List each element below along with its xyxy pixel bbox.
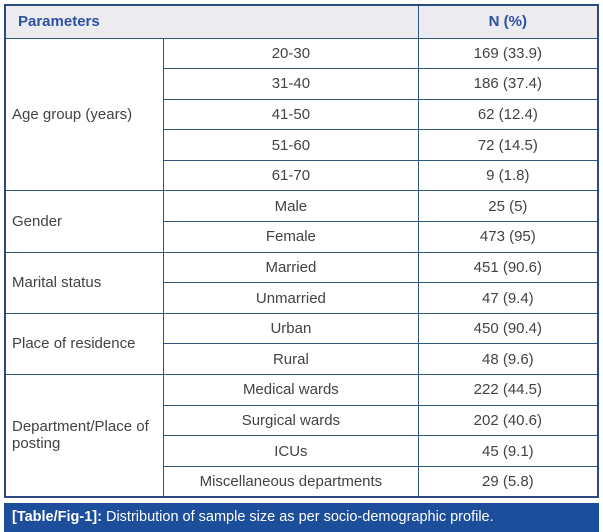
caption-tag: [Table/Fig-1]:: [12, 508, 106, 525]
table-row: Unmarried 47 (9.4): [5, 282, 599, 314]
table-row: Gender Male 25 (5): [4, 190, 599, 253]
category-cell: 51-60: [163, 129, 419, 161]
category-cell: Married: [163, 251, 419, 284]
table-caption: [Table/Fig-1]: Distribution of sample si…: [4, 502, 599, 532]
table-row: Female 473 (95): [5, 221, 599, 253]
category-cell: Surgical wards: [163, 404, 419, 437]
value-cell: 45 (9.1): [417, 435, 599, 467]
category-cell: Medical wards: [163, 374, 419, 406]
table-row: 41-50 62 (12.4): [5, 98, 599, 131]
parameter-group-cell: Age group (years): [4, 37, 165, 192]
header-row: Parameters N (%): [4, 4, 599, 39]
value-cell: 169 (33.9): [417, 37, 599, 70]
category-cell: 41-50: [163, 98, 419, 131]
parameter-group-cell: Gender: [4, 190, 165, 253]
category-cell: Female: [163, 221, 419, 253]
socio-demographic-table: Parameters N (%) Age group (years) 20-30 1…: [4, 4, 599, 498]
value-cell: 25 (5): [417, 190, 599, 223]
value-cell: 450 (90.4): [417, 312, 599, 345]
value-cell: 72 (14.5): [417, 129, 599, 161]
value-cell: 202 (40.6): [417, 404, 599, 437]
table-row: Age group (years) 20-30 169 (33.9): [4, 37, 599, 192]
table-row: Surgical wards 202 (40.6): [5, 404, 599, 437]
category-cell: ICUs: [163, 435, 419, 467]
parameter-group-cell: Marital status: [4, 251, 165, 314]
value-cell: 9 (1.8): [417, 159, 599, 192]
category-cell: Rural: [163, 343, 419, 376]
table-row: Miscellaneous departments 29 (5.8): [5, 465, 599, 498]
value-cell: 222 (44.5): [417, 374, 599, 406]
table-row: Department/Place of posting Medical wards…: [4, 374, 599, 498]
value-cell: 62 (12.4): [417, 98, 599, 131]
category-cell: 31-40: [163, 68, 419, 100]
value-cell: 186 (37.4): [417, 68, 599, 100]
table-body: Age group (years) 20-30 169 (33.9) 31-40 186…: [4, 37, 599, 498]
category-cell: Urban: [163, 312, 419, 345]
parameter-group-cell: Department/Place of posting: [4, 374, 165, 498]
table-row: Marital status Married 451 (90.6): [4, 251, 599, 314]
category-cell: Unmarried: [163, 282, 419, 314]
table-header: Parameters N (%): [4, 4, 599, 39]
parameter-group-cell: Place of residence: [4, 312, 165, 376]
category-cell: 20-30: [163, 37, 419, 70]
table-row: 31-40 186 (37.4): [5, 68, 599, 100]
value-cell: 451 (90.6): [417, 251, 599, 284]
category-cell: 61-70: [163, 159, 419, 192]
category-cell: Miscellaneous departments: [163, 465, 419, 498]
value-cell: 48 (9.6): [417, 343, 599, 376]
column-header-n-pct: N (%): [417, 4, 599, 39]
value-cell: 29 (5.8): [417, 465, 599, 498]
value-cell: 47 (9.4): [417, 282, 599, 314]
value-cell: 473 (95): [417, 221, 599, 253]
table-row: Rural 48 (9.6): [5, 343, 599, 376]
caption-text: Distribution of sample size as per socio…: [105, 508, 494, 525]
category-cell: Male: [163, 190, 419, 223]
table-row: Place of residence Urban 450 (90.4): [4, 312, 599, 376]
table-row: 61-70 9 (1.8): [5, 159, 599, 192]
table-row: 51-60 72 (14.5): [5, 129, 599, 161]
column-header-parameters: Parameters: [4, 4, 419, 39]
